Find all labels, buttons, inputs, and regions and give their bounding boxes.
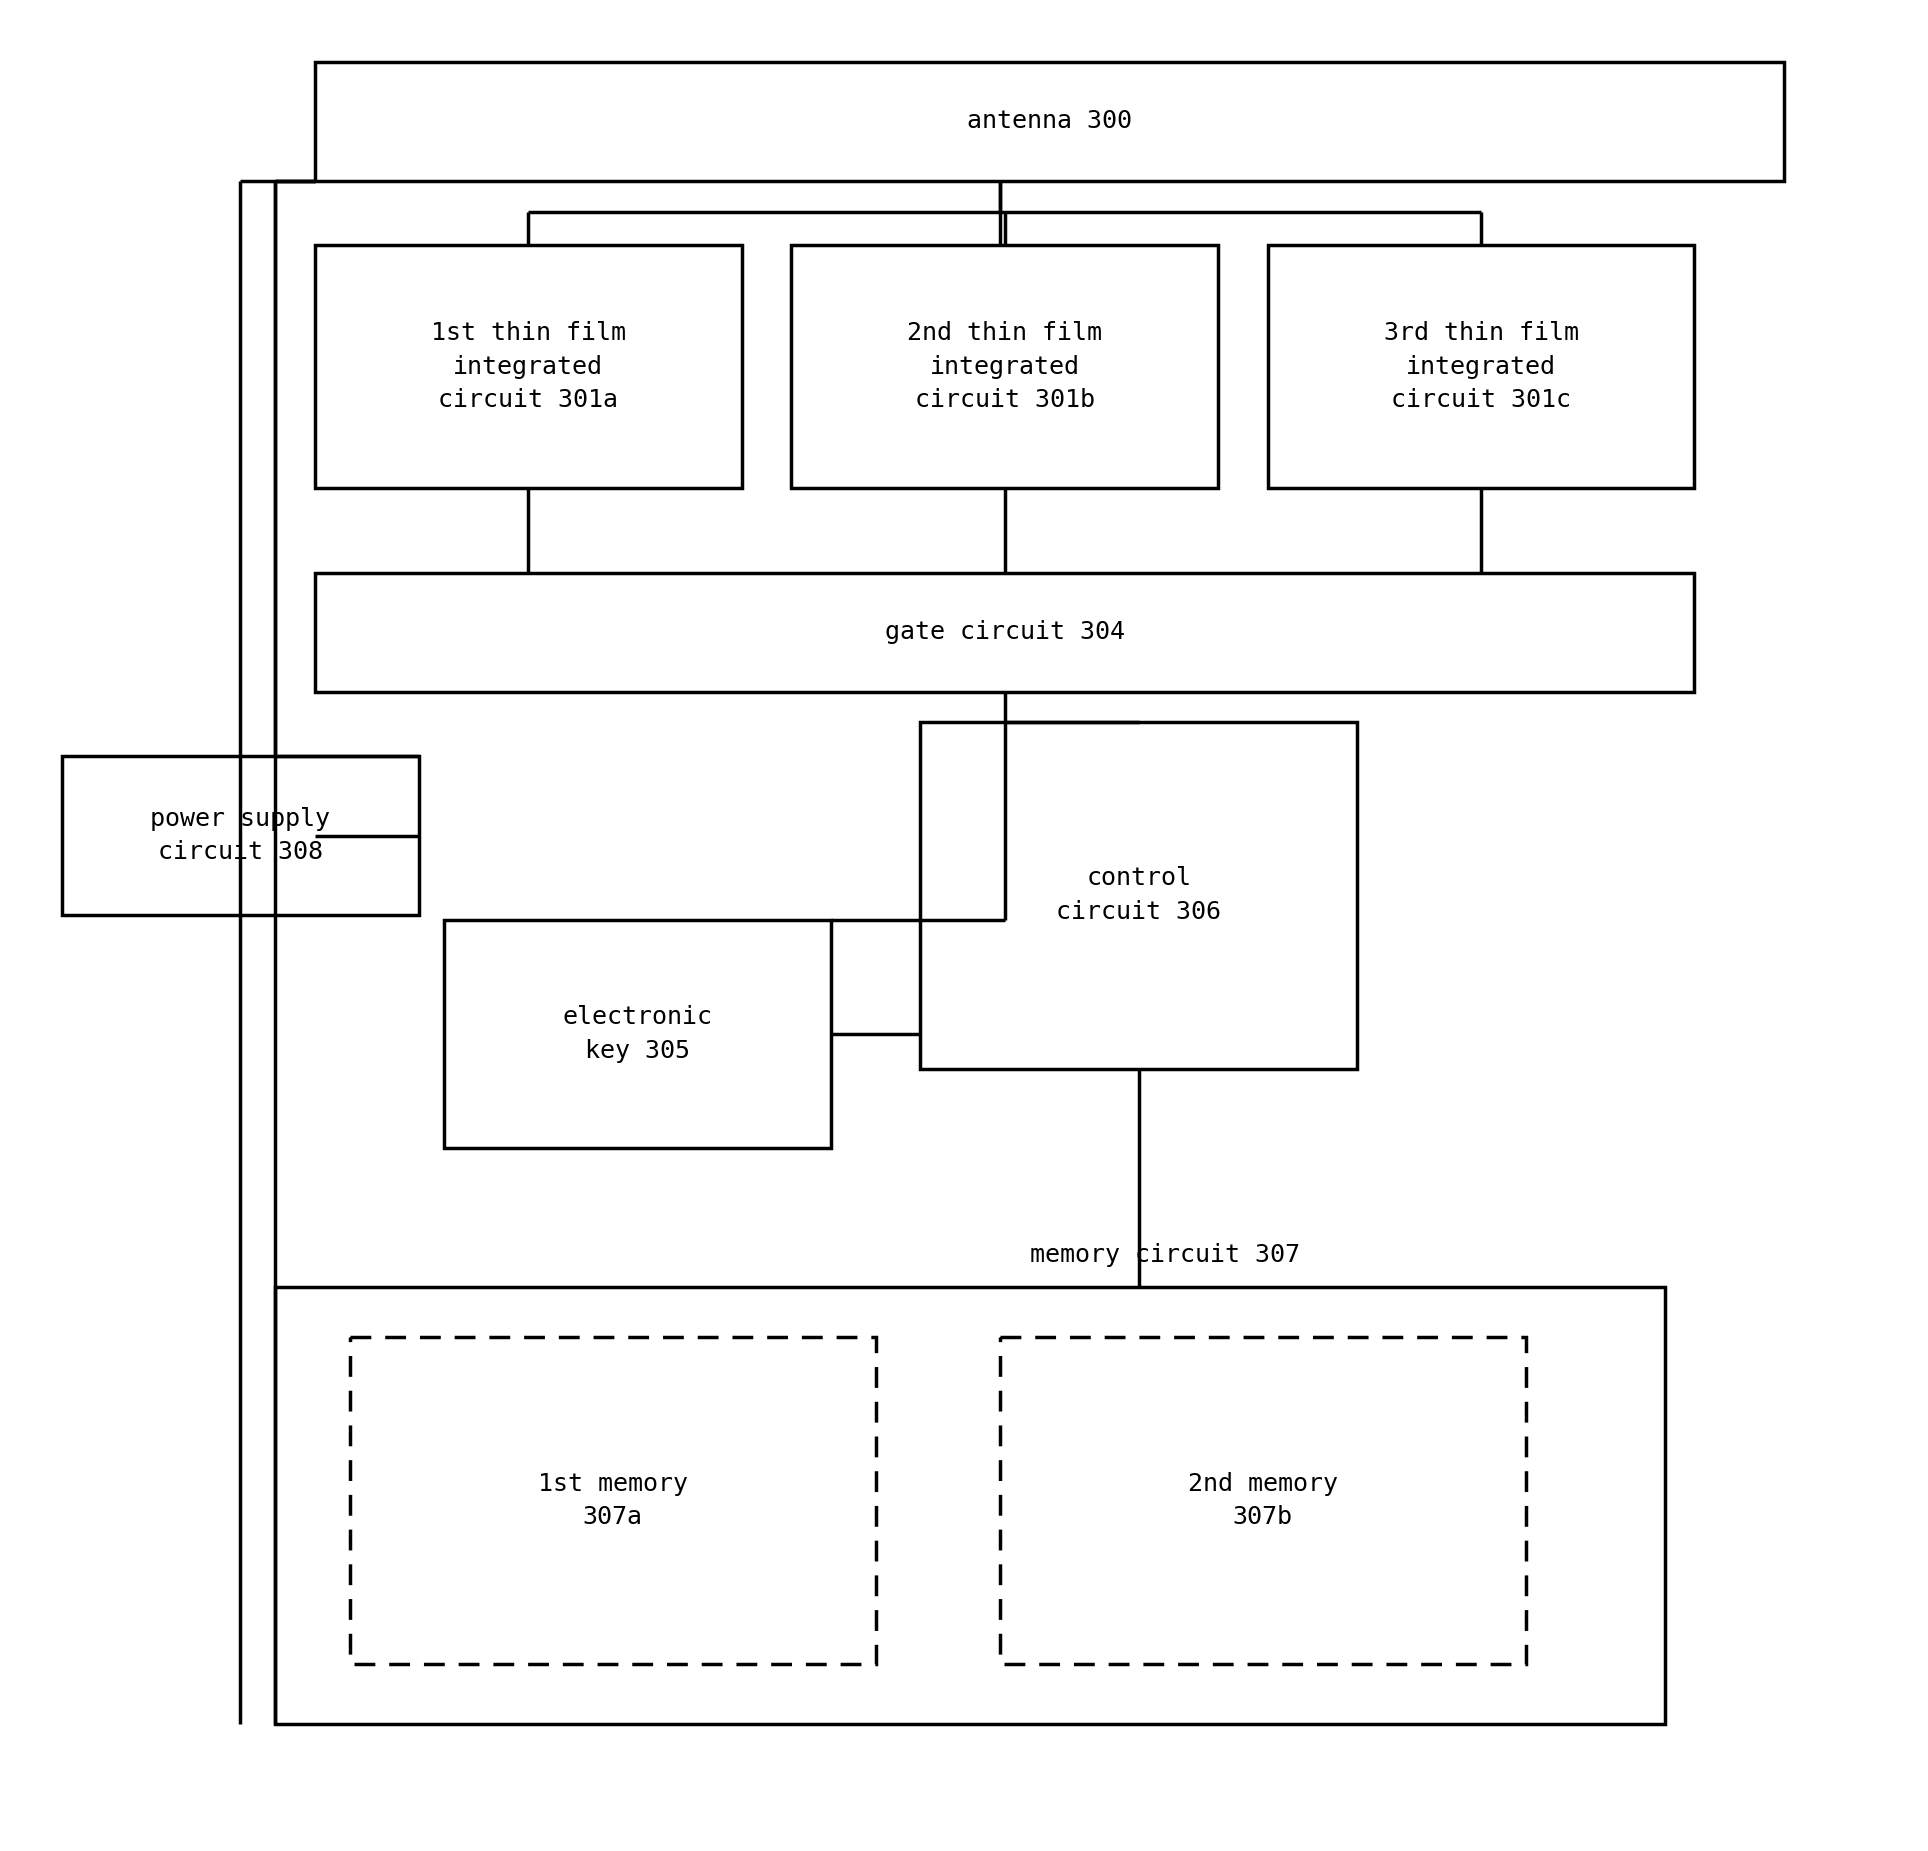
Text: 1st thin film
integrated
circuit 301a: 1st thin film integrated circuit 301a (430, 322, 627, 413)
Text: electronic
key 305: electronic key 305 (563, 1005, 713, 1062)
Text: 1st memory
307a: 1st memory 307a (538, 1472, 688, 1529)
Bar (62, 757, 418, 914)
Text: gate circuit 304: gate circuit 304 (885, 620, 1124, 644)
Bar (1001, 1336, 1525, 1664)
Bar (314, 572, 1695, 692)
Bar (790, 244, 1218, 489)
Bar (443, 920, 831, 1148)
Bar (920, 722, 1357, 1068)
Text: 2nd memory
307b: 2nd memory 307b (1188, 1472, 1338, 1529)
Text: 2nd thin film
integrated
circuit 301b: 2nd thin film integrated circuit 301b (908, 322, 1103, 413)
Text: control
circuit 306: control circuit 306 (1057, 866, 1220, 924)
Text: power supply
circuit 308: power supply circuit 308 (150, 807, 330, 864)
Bar (1269, 244, 1695, 489)
Text: 3rd thin film
integrated
circuit 301c: 3rd thin film integrated circuit 301c (1384, 322, 1579, 413)
Text: memory circuit 307: memory circuit 307 (1030, 1244, 1299, 1268)
Bar (349, 1336, 875, 1664)
Bar (314, 61, 1783, 181)
Bar (276, 1286, 1664, 1723)
Text: antenna 300: antenna 300 (966, 109, 1132, 133)
Bar (314, 244, 742, 489)
